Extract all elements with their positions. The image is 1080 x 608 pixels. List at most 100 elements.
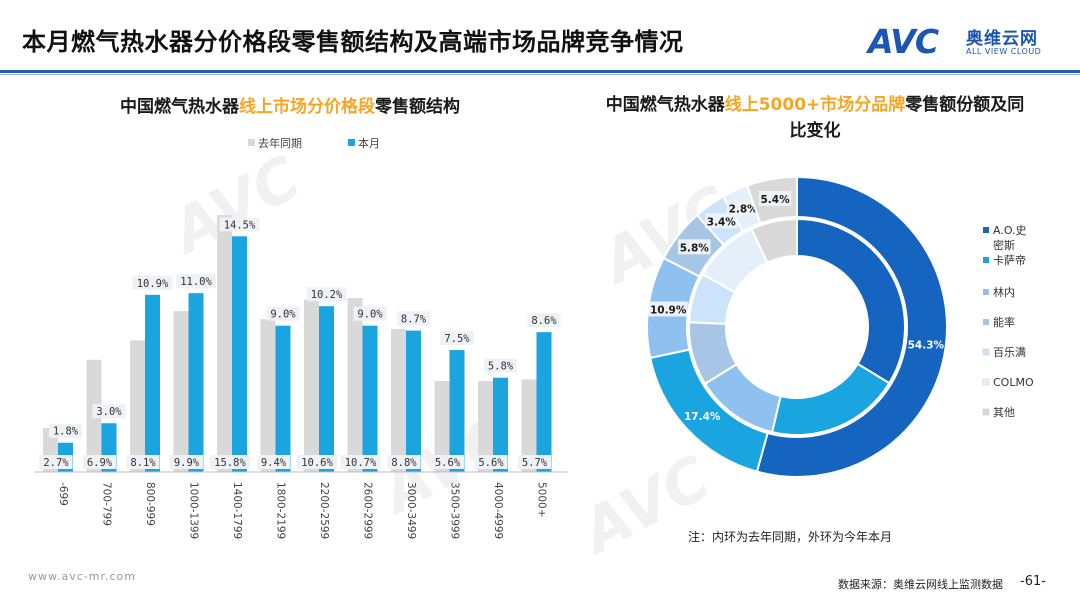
legend-label: 百乐满	[993, 346, 1026, 359]
slice-label-bg	[678, 239, 711, 255]
bar-title-pre: 中国燃气热水器	[120, 97, 239, 117]
pie-title-pre: 中国燃气热水器	[605, 95, 725, 115]
bar-prev	[434, 380, 450, 472]
data-label-bg	[210, 455, 250, 469]
data-label-bg	[483, 358, 518, 373]
legend-label-prev: 去年同期	[258, 136, 302, 150]
bar-prev	[304, 299, 319, 472]
data-label-curr: 10.2%	[311, 289, 343, 301]
data-label-prev: 2.7%	[43, 457, 69, 469]
data-label-curr: 3.0%	[96, 406, 122, 418]
bar-prev	[260, 319, 276, 472]
data-label-bg	[353, 306, 387, 321]
data-label-curr: 11.0%	[180, 276, 212, 288]
slice-label: 17.4%	[684, 411, 721, 423]
legend-swatch	[983, 289, 989, 295]
legend-label: 密斯	[993, 238, 1015, 252]
data-label-bg	[527, 313, 561, 328]
data-label-prev: 8.8%	[391, 457, 417, 469]
bar-chart-title: 中国燃气热水器线上市场分价格段零售额结构	[40, 92, 540, 117]
bar-curr	[536, 332, 552, 472]
data-label-prev: 9.4%	[261, 457, 287, 469]
chart-legend: 去年同期 本月	[248, 136, 380, 150]
data-label-prev: 15.8%	[214, 457, 246, 469]
legend-swatch-curr	[348, 139, 355, 146]
bar-prev	[478, 380, 493, 472]
bar-curr	[275, 325, 291, 472]
pie-chart-title: 中国燃气热水器线上5000+市场分品牌零售额份额及同比变化	[600, 92, 1030, 144]
legend-swatch	[983, 227, 989, 233]
brand-logo: AVC 奥维云网 ALL VIEW CLOUD	[868, 22, 1064, 62]
data-label-prev: 9.9%	[174, 457, 200, 469]
x-tick-label: 1000-1399	[188, 482, 200, 539]
data-label-curr: 9.0%	[357, 309, 383, 321]
slice-label: 2.8%	[729, 204, 759, 216]
donut-chart: 54.3% 17.4% 10.9% 5.8% 3.4%2.8%5.4% A.O.史密斯卡萨…	[646, 175, 1034, 478]
inner-slice	[796, 217, 906, 385]
legend-label: COLMO	[993, 376, 1034, 389]
title-divider-thin	[0, 74, 1080, 75]
data-label-prev: 5.6%	[478, 457, 504, 469]
data-label-bg	[440, 331, 474, 346]
data-label-bg	[126, 455, 160, 469]
bar-prev	[130, 340, 145, 472]
logo-avc-text: AVC	[868, 22, 939, 61]
legend-swatch-prev	[248, 139, 255, 146]
data-label-bg	[39, 455, 73, 469]
chart-note: 注：内环为去年同期，外环为今年本月	[688, 530, 893, 544]
data-label-bg	[474, 455, 508, 469]
data-label-prev: 8.1%	[130, 457, 156, 469]
x-tick-label: 2600-2999	[362, 482, 374, 539]
data-label-prev: 5.6%	[435, 457, 461, 469]
pie-title-highlight: 线上5000+市场分品牌	[724, 95, 906, 115]
bar-curr	[319, 306, 334, 472]
data-label-bg	[517, 455, 552, 469]
bar-curr	[188, 293, 204, 472]
website-url: www.avc-mr.com	[28, 570, 136, 583]
x-tick-label: 3000-3499	[405, 482, 417, 539]
data-label-bg	[306, 287, 347, 302]
slice-label: 5.8%	[680, 242, 710, 254]
data-label-bg	[169, 455, 204, 469]
data-label-bg	[48, 423, 83, 438]
page-number: -61-	[1020, 574, 1046, 589]
data-label-prev: 5.7%	[522, 457, 548, 469]
legend-swatch	[982, 408, 990, 416]
slice-label: 54.3%	[908, 340, 945, 352]
slice-label-bg	[705, 213, 738, 229]
bar-curr	[493, 377, 508, 472]
bar-prev	[173, 311, 189, 472]
data-label-bg	[176, 274, 216, 289]
data-label-prev: 10.7%	[345, 457, 377, 469]
x-tick-label: -699	[57, 482, 69, 506]
legend-swatch	[982, 348, 990, 356]
bar-curr	[362, 325, 378, 472]
bar-curr	[145, 294, 160, 472]
bar-prev	[521, 379, 537, 472]
data-label-bg	[266, 306, 300, 321]
x-tick-label: 5000+	[536, 482, 548, 518]
legend-swatch	[983, 319, 989, 325]
bar-title-post: 零售额结构	[375, 97, 460, 117]
bar-curr	[406, 330, 421, 472]
data-label-curr: 7.5%	[444, 333, 470, 345]
bar-chart: 去年同期 本月 2.7% 1.8% -699 6.9% 3.0% 700-799 8.1% 10.…	[34, 136, 568, 539]
x-tick-label: 3500-3999	[449, 482, 461, 539]
slice-label-bg	[648, 301, 688, 317]
bar-title-highlight: 线上市场分价格段	[239, 97, 375, 117]
x-tick-label: 1800-2199	[275, 482, 287, 539]
x-tick-label: 4000-4999	[492, 482, 504, 539]
data-label-bg	[132, 275, 173, 290]
data-label-bg	[297, 455, 337, 469]
data-label-bg	[92, 404, 126, 419]
data-label-bg	[396, 311, 431, 326]
data-label-bg	[340, 455, 381, 469]
x-tick-label: 1400-1799	[231, 482, 243, 539]
data-label-bg	[219, 217, 260, 232]
bar-curr	[232, 236, 247, 472]
outer-slice	[755, 175, 948, 478]
legend-label: A.O.史	[993, 224, 1027, 237]
x-tick-label: 2200-2599	[318, 482, 330, 539]
slice-label-bg	[726, 200, 760, 216]
